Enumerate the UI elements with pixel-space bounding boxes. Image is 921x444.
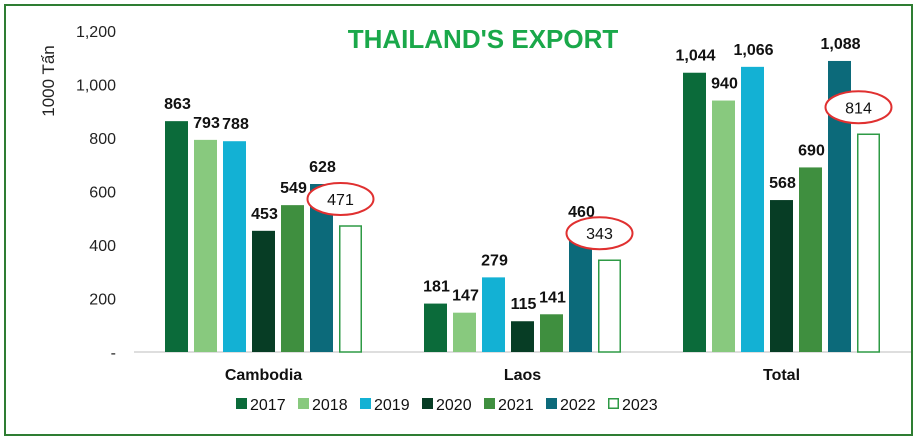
data-label: 793 — [193, 115, 220, 132]
legend-swatch — [608, 398, 619, 409]
bars-layer — [165, 60, 880, 353]
data-label: 690 — [798, 142, 825, 159]
bar-2018 — [712, 100, 735, 352]
data-label: 1,044 — [675, 48, 715, 65]
legend-label: 2019 — [374, 397, 410, 414]
legend-swatch — [236, 398, 247, 409]
bar-2018 — [194, 139, 217, 352]
category-label: Total — [763, 367, 800, 384]
y-tick-label: - — [111, 345, 116, 362]
data-label: 147 — [452, 288, 479, 305]
legend-label: 2023 — [622, 397, 658, 414]
legend-item-2023: 2023 — [608, 397, 658, 414]
legend-swatch — [360, 398, 371, 409]
legend-label: 2017 — [250, 397, 286, 414]
legend-item-2021: 2021 — [484, 397, 534, 414]
y-tick-label: 400 — [89, 238, 116, 255]
legend-item-2017: 2017 — [236, 397, 286, 414]
highlight-circle — [306, 182, 375, 217]
data-label: 279 — [481, 252, 508, 269]
bar-2017 — [165, 121, 188, 353]
axis-layer: - 200 400 600 800 1,000 1,200 Cambodia Laos Total — [76, 24, 911, 384]
bar-2022 — [828, 60, 851, 353]
bar-2021 — [540, 314, 563, 352]
legend: 2017 2018 2019 2020 2021 2022 2023 — [236, 397, 658, 414]
bar-2020 — [252, 230, 275, 352]
bar-2020 — [770, 200, 793, 352]
chart-title: THAILAND'S EXPORT — [348, 24, 619, 54]
highlight-circle — [824, 90, 893, 125]
bar-2022 — [569, 228, 592, 352]
legend-label: 2021 — [498, 397, 534, 414]
bar-2021 — [281, 205, 304, 352]
data-label: 863 — [164, 96, 191, 113]
bar-2019 — [223, 141, 246, 352]
bar-2022 — [310, 184, 333, 352]
bar-2021 — [799, 167, 822, 352]
bar-2018 — [453, 312, 476, 352]
data-label: 141 — [539, 289, 566, 306]
data-label: 453 — [251, 206, 278, 223]
legend-item-2018: 2018 — [298, 397, 348, 414]
bar-2023 — [598, 259, 621, 353]
bar-2017 — [683, 72, 706, 352]
highlight-circle — [565, 216, 634, 251]
category-label: Cambodia — [225, 367, 302, 384]
data-label: 549 — [280, 180, 307, 197]
bar-2019 — [741, 66, 764, 352]
legend-swatch — [546, 398, 557, 409]
legend-item-2020: 2020 — [422, 397, 472, 414]
legend-swatch — [422, 398, 433, 409]
data-label: 940 — [711, 76, 738, 93]
category-label: Laos — [504, 367, 541, 384]
data-label: 181 — [423, 279, 450, 296]
data-label: 814 — [845, 100, 872, 117]
legend-item-2022: 2022 — [546, 397, 596, 414]
bar-2023 — [857, 133, 880, 353]
legend-swatch — [298, 398, 309, 409]
legend-label: 2022 — [560, 397, 596, 414]
data-label: 460 — [568, 204, 595, 221]
bar-2020 — [511, 321, 534, 352]
y-tick-label: 1,200 — [76, 24, 116, 41]
y-axis-label: 1000 Tấn — [39, 45, 58, 117]
y-tick-label: 1,000 — [76, 78, 116, 95]
data-label: 568 — [769, 175, 796, 192]
chart-frame: THAILAND'S EXPORT 1000 Tấn - 200 400 600 800… — [4, 4, 913, 436]
data-label: 1,066 — [733, 42, 773, 59]
y-tick-label: 800 — [89, 131, 116, 148]
y-tick-label: 200 — [89, 292, 116, 309]
y-tick-label: 600 — [89, 185, 116, 202]
bar-2017 — [424, 303, 447, 352]
data-label: 115 — [511, 296, 537, 313]
bar-2019 — [482, 277, 505, 352]
export-bar-chart: THAILAND'S EXPORT 1000 Tấn - 200 400 600 800… — [39, 24, 911, 414]
legend-label: 2018 — [312, 397, 348, 414]
legend-label: 2020 — [436, 397, 472, 414]
data-label: 628 — [309, 159, 336, 176]
data-label: 343 — [586, 226, 613, 243]
data-label: 788 — [222, 116, 249, 133]
data-label: 471 — [327, 192, 354, 209]
data-label: 1,088 — [820, 36, 860, 53]
legend-item-2019: 2019 — [360, 397, 410, 414]
legend-swatch — [484, 398, 495, 409]
bar-2023 — [339, 225, 362, 353]
